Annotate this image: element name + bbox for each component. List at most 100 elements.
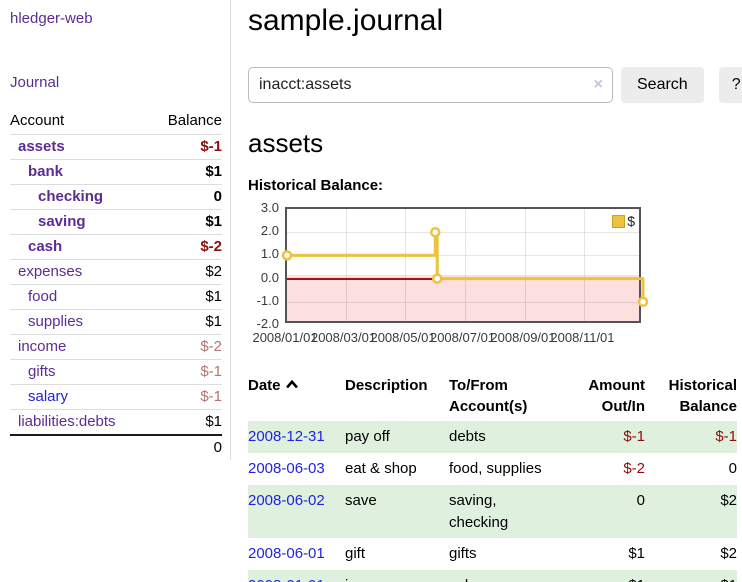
chart-y-axis: 3.0 2.0 1.0 0.0 -1.0 -2.0 bbox=[248, 200, 279, 331]
account-balance: $-1 bbox=[150, 384, 222, 410]
search-box: × bbox=[248, 67, 613, 103]
x-tick-label: 2008/07/01 bbox=[429, 330, 496, 345]
register-date-link[interactable]: 2008-12-31 bbox=[248, 428, 325, 446]
sidebar-item-journal[interactable]: Journal bbox=[10, 74, 60, 91]
accounts-total-spacer bbox=[10, 434, 151, 460]
register-amount-cell: $-2 bbox=[623, 460, 645, 478]
sidebar-account-link[interactable]: bank bbox=[28, 163, 64, 180]
sidebar-account-link[interactable]: cash bbox=[28, 238, 63, 255]
sidebar-account-link[interactable]: liabilities:debts bbox=[18, 413, 116, 430]
account-row: food $1 bbox=[10, 284, 222, 310]
x-tick-label: 2008/01/01 bbox=[252, 330, 318, 345]
account-row: gifts $-1 bbox=[10, 359, 222, 385]
register-date-link[interactable]: 2008-01-01 bbox=[248, 577, 325, 582]
register-accounts-cell: debts bbox=[449, 428, 486, 446]
account-name-cell: gifts bbox=[10, 359, 151, 385]
account-name-cell: supplies bbox=[10, 309, 151, 335]
account-balance: 0 bbox=[150, 184, 222, 210]
chart-title: Historical Balance: bbox=[248, 177, 384, 194]
register-balance-cell: $2 bbox=[720, 491, 737, 509]
account-balance: $1 bbox=[150, 209, 222, 235]
register-header-0[interactable]: Date bbox=[248, 372, 345, 421]
account-name-cell: liabilities:debts bbox=[10, 409, 151, 435]
sidebar-account-link[interactable]: assets bbox=[18, 138, 65, 155]
register-accounts-cell: salary bbox=[449, 570, 567, 582]
account-name-cell: cash bbox=[10, 234, 151, 260]
register-header-2: To/From Account(s) bbox=[449, 377, 528, 415]
register-description-cell: save bbox=[345, 491, 377, 509]
search-input[interactable] bbox=[248, 67, 613, 103]
register-date-link[interactable]: 2008-06-03 bbox=[248, 460, 325, 478]
register-row: 2008-06-02 save saving, checking 0 $2 bbox=[248, 484, 737, 539]
sidebar-account-link[interactable]: income bbox=[18, 338, 67, 355]
negative-value-region bbox=[287, 274, 639, 321]
sidebar-account-link[interactable]: checking bbox=[38, 188, 104, 205]
account-balance: $-2 bbox=[150, 234, 222, 260]
register-date-cell: 2008-06-03 bbox=[248, 453, 345, 485]
register-date-cell: 2008-06-02 bbox=[248, 485, 345, 539]
search-help-button[interactable]: ? bbox=[718, 67, 742, 103]
register-amount-cell: $1 bbox=[628, 545, 645, 563]
account-name-cell: food bbox=[10, 284, 151, 310]
sidebar-account-link[interactable]: gifts bbox=[28, 363, 56, 380]
register-date-cell: 2008-12-31 bbox=[248, 421, 345, 453]
account-name-cell: income bbox=[10, 334, 151, 360]
account-row: liabilities:debts $1 bbox=[10, 409, 222, 435]
legend-swatch-icon bbox=[612, 214, 626, 228]
y-tick-label: 3.0 bbox=[260, 200, 279, 215]
register-header-4: Historical Balance bbox=[668, 377, 737, 415]
register-description-cell: income bbox=[345, 570, 449, 582]
register-accounts-cell: food, supplies bbox=[449, 460, 542, 478]
account-balance: $1 bbox=[150, 284, 222, 310]
register-table: Date Description To/From Account(s) Amount … bbox=[248, 372, 737, 582]
sidebar-account-link[interactable]: supplies bbox=[28, 313, 84, 330]
register-row: 2008-12-31 pay off debts $-1 $-1 bbox=[248, 421, 737, 454]
y-tick-label: -2.0 bbox=[256, 316, 279, 331]
register-balance-cell: $1 bbox=[645, 570, 737, 582]
account-row: checking 0 bbox=[10, 184, 222, 210]
sidebar-account-link[interactable]: food bbox=[28, 288, 58, 305]
account-balance: $1 bbox=[150, 309, 222, 335]
y-tick-label: 2.0 bbox=[260, 223, 279, 239]
sidebar-account-link[interactable]: saving bbox=[38, 213, 86, 230]
register-accounts-cell: saving, checking bbox=[449, 491, 509, 531]
register-accounts-cell: gifts bbox=[449, 545, 477, 563]
brand-link[interactable]: hledger-web bbox=[10, 10, 93, 27]
register-date-link[interactable]: 2008-06-01 bbox=[248, 545, 325, 563]
clear-search-icon[interactable]: × bbox=[593, 76, 603, 93]
x-tick-label: 2008/09/01 bbox=[490, 330, 556, 345]
register-amount-cell: $1 bbox=[567, 570, 645, 582]
sort-ascending-icon bbox=[285, 379, 298, 389]
account-balance: $1 bbox=[150, 159, 222, 185]
main-content: sample.journal × Search ? assets Histori… bbox=[231, 0, 742, 582]
register-header-1: Description bbox=[345, 377, 428, 394]
sidebar-account-link[interactable]: expenses bbox=[18, 263, 83, 280]
account-name-cell: expenses bbox=[10, 259, 151, 285]
account-row: assets $-1 bbox=[10, 134, 222, 160]
search-button[interactable]: Search bbox=[621, 67, 704, 103]
register-date-link[interactable]: 2008-06-02 bbox=[248, 491, 325, 509]
register-row: 2008-06-03 eat & shop food, supplies $-2 0 bbox=[248, 453, 737, 485]
vertical-gridline bbox=[524, 209, 526, 321]
register-description-cell: eat & shop bbox=[345, 460, 417, 478]
y-tick-label: 1.0 bbox=[260, 246, 279, 262]
account-balance: $-2 bbox=[150, 334, 222, 360]
data-point-marker bbox=[281, 250, 293, 261]
account-row: expenses $2 bbox=[10, 259, 222, 285]
vertical-gridline bbox=[464, 209, 466, 321]
account-row: cash $-2 bbox=[10, 234, 222, 260]
accounts-total-value: 0 bbox=[150, 434, 222, 460]
register-date-cell: 2008-06-01 bbox=[248, 538, 345, 570]
register-balance-cell: $2 bbox=[720, 545, 737, 563]
horizontal-gridline bbox=[287, 232, 639, 234]
chart-plot: $ bbox=[281, 207, 649, 323]
register-description-cell: gift bbox=[345, 545, 366, 563]
register-balance-cell: 0 bbox=[728, 460, 737, 478]
account-heading: assets bbox=[248, 128, 324, 158]
data-point-marker bbox=[430, 226, 441, 238]
x-tick-label: 2008/05/01 bbox=[370, 330, 436, 345]
chart-x-axis: 2008/01/01 2008/03/01 2008/05/01 2008/07/01… bbox=[252, 330, 645, 348]
sidebar-account-link[interactable]: salary bbox=[28, 388, 69, 405]
register-header-3: Amount Out/In bbox=[588, 377, 645, 415]
register-description-cell: pay off bbox=[345, 428, 390, 446]
